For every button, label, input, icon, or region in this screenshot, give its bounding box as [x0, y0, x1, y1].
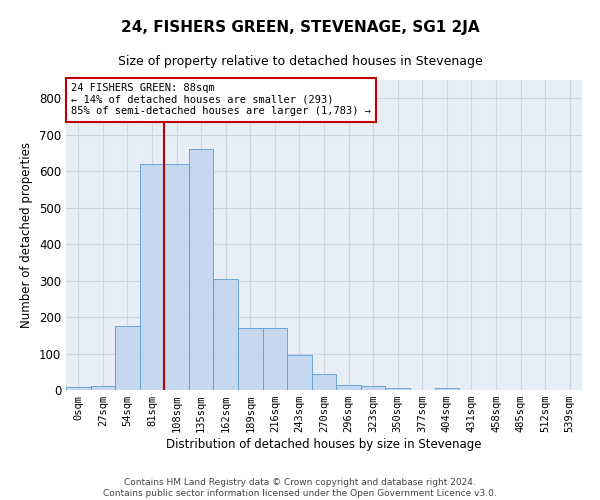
Bar: [434, 388, 459, 390]
Bar: [66, 388, 91, 390]
Bar: [385, 388, 410, 390]
Bar: [238, 328, 263, 390]
Bar: [115, 326, 140, 390]
Bar: [336, 384, 361, 390]
Text: 24, FISHERS GREEN, STEVENAGE, SG1 2JA: 24, FISHERS GREEN, STEVENAGE, SG1 2JA: [121, 20, 479, 35]
Y-axis label: Number of detached properties: Number of detached properties: [20, 142, 34, 328]
Text: Size of property relative to detached houses in Stevenage: Size of property relative to detached ho…: [118, 55, 482, 68]
Bar: [91, 386, 115, 390]
Bar: [361, 386, 385, 390]
Text: 24 FISHERS GREEN: 88sqm
← 14% of detached houses are smaller (293)
85% of semi-d: 24 FISHERS GREEN: 88sqm ← 14% of detache…: [71, 83, 371, 116]
Bar: [263, 328, 287, 390]
Bar: [164, 164, 189, 390]
Bar: [140, 164, 164, 390]
Bar: [189, 150, 214, 390]
Bar: [287, 354, 312, 390]
Text: Contains HM Land Registry data © Crown copyright and database right 2024.
Contai: Contains HM Land Registry data © Crown c…: [103, 478, 497, 498]
X-axis label: Distribution of detached houses by size in Stevenage: Distribution of detached houses by size …: [166, 438, 482, 451]
Bar: [312, 374, 336, 390]
Bar: [214, 279, 238, 390]
